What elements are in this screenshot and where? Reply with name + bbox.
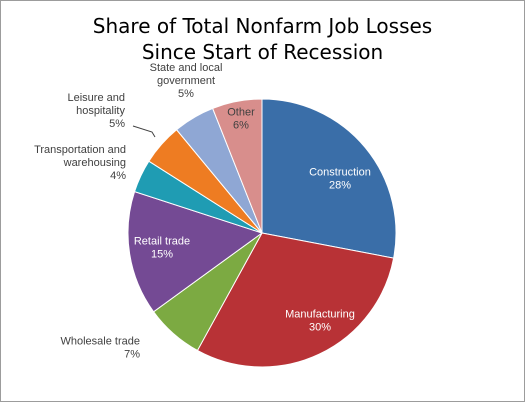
data-label-construction: Construction 28% [309,167,371,192]
data-label-other: Other 6% [227,107,255,132]
data-label-wholesale-trade: Wholesale trade 7% [61,336,141,361]
data-label-retail-trade: Retail trade 15% [134,236,190,261]
data-label-manufacturing: Manufacturing 30% [285,309,355,334]
data-label-leisure-and-hospitality: Leisure and hospitality 5% [68,92,126,130]
pie-slice-construction [261,98,397,259]
chart-title: Share of Total Nonfarm Job Losses Since … [1,13,524,65]
chart-title-line-1: Share of Total Nonfarm Job Losses [92,14,433,38]
leader-line-leisure-and-hospitality [132,125,156,138]
chart-title-line-2: Since Start of Recession [141,40,384,64]
data-label-state-and-local-government: State and local government 5% [150,62,223,100]
pie-slice-retail-trade [127,190,264,313]
data-label-transportation-and-warehousing: Transportation and warehousing 4% [34,144,126,182]
pie-slice-other [212,98,263,234]
pie-slice-manufacturing [196,232,395,368]
